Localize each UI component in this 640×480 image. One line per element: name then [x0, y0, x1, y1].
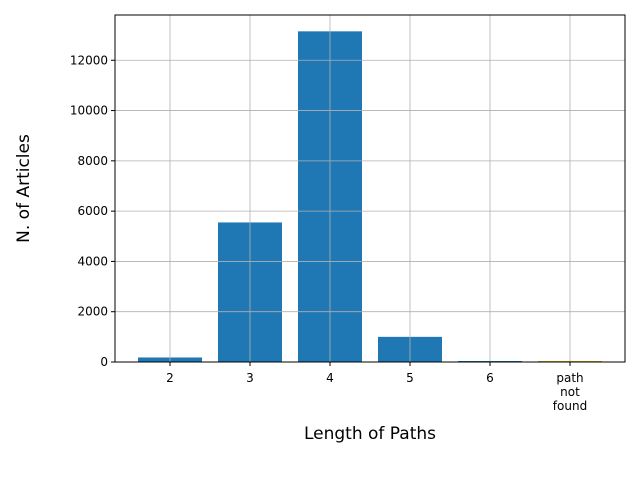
- y-tick-label: 4000: [77, 254, 108, 268]
- x-tick-label: path not found: [553, 371, 587, 413]
- x-tick-label: 4: [326, 371, 334, 385]
- y-tick-label: 6000: [77, 204, 108, 218]
- grid-layer: [115, 15, 625, 363]
- plot-frame: [114, 14, 626, 363]
- bars-layer: [138, 31, 602, 362]
- y-tick-label: 8000: [77, 154, 108, 168]
- ticks-layer: 0 2000 4000 6000 8000 10000 12000 2 3 4 5 6 path not f…: [70, 53, 587, 413]
- x-tick-label: 6: [486, 371, 494, 385]
- x-tick-label: 2: [166, 371, 174, 385]
- y-tick-label: 0: [100, 355, 108, 369]
- y-tick-label: 12000: [70, 53, 108, 67]
- y-tick-label: 10000: [70, 104, 108, 118]
- y-axis-title: N. of Articles: [14, 134, 34, 243]
- x-axis-title: Length of Paths: [304, 424, 436, 444]
- x-tick-label: 3: [246, 371, 254, 385]
- x-tick-label: 5: [406, 371, 414, 385]
- y-tick-label: 2000: [77, 305, 108, 319]
